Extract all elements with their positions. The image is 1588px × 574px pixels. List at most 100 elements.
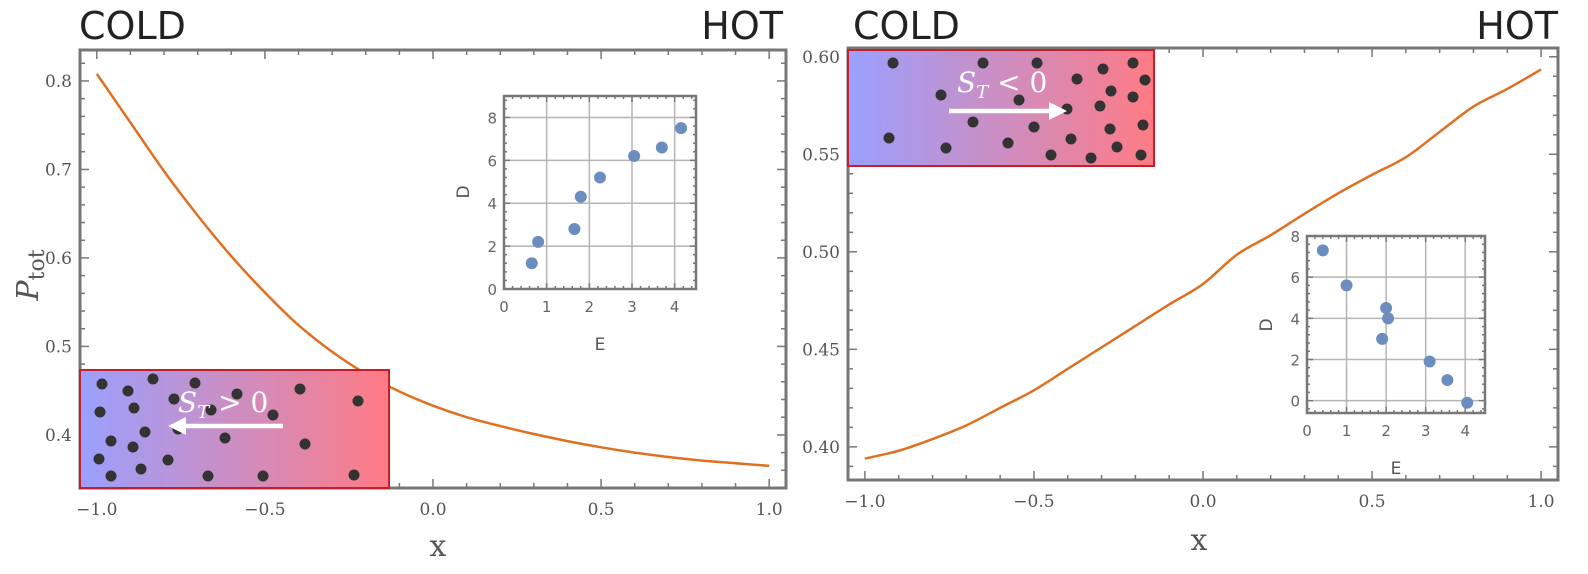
inset-x-tick-label: 0	[499, 298, 509, 316]
inset-data-point	[568, 222, 581, 235]
particle	[940, 142, 952, 154]
right-x-axis-label: x	[1191, 523, 1208, 558]
particle	[189, 377, 201, 389]
particle	[219, 432, 231, 444]
particle	[205, 404, 217, 416]
inset-x-tick-label: 4	[670, 298, 680, 316]
right-inset-y-label: D	[1257, 318, 1277, 331]
inset-data-point	[1380, 302, 1393, 315]
particle	[299, 438, 311, 450]
inset-x-tick-label: 2	[585, 298, 595, 316]
particle	[1137, 119, 1149, 131]
inset-data-point	[1441, 374, 1454, 387]
particle	[1065, 133, 1077, 145]
inset-data-point	[1423, 355, 1436, 368]
y-tick-label: 0.45	[802, 340, 840, 360]
particle	[257, 470, 269, 482]
particle	[105, 435, 117, 447]
right-plot-frame	[846, 46, 1560, 482]
inset-y-tick-label: 4	[1290, 310, 1300, 328]
particle	[1094, 100, 1106, 112]
particle	[147, 373, 159, 385]
particle	[127, 441, 139, 453]
left-inset-frame	[502, 94, 698, 291]
inset-data-point	[655, 141, 668, 154]
particle	[1127, 57, 1139, 69]
particle	[1013, 94, 1025, 106]
particle	[887, 57, 899, 69]
inset-x-tick-label: 3	[627, 298, 637, 316]
right-series-line	[864, 68, 1542, 460]
particle	[352, 395, 364, 407]
y-tick-label: 0.55	[802, 145, 840, 165]
right-thermal-box: ST < 0	[847, 49, 1155, 167]
right-inset: 0 1 2 3 4 0 2 4 6 8 E D	[1257, 228, 1487, 479]
inset-x-tick-label: 4	[1460, 422, 1470, 440]
inset-data-point	[1382, 312, 1395, 325]
inset-x-tick-label: 1	[1342, 422, 1352, 440]
particle	[1105, 85, 1117, 97]
left-thermal-box: ST > 0	[79, 369, 390, 489]
particle	[96, 378, 108, 390]
particle	[294, 383, 306, 395]
inset-data-point	[675, 122, 688, 135]
inset-y-tick-label: 2	[487, 238, 497, 256]
particle	[1097, 63, 1109, 75]
right-inset-x-tick-labels: 0 1 2 3 4	[1302, 422, 1470, 440]
inset-data-point	[525, 257, 538, 270]
y-tick-label: 0.60	[802, 48, 840, 68]
particle	[168, 393, 180, 405]
particle	[1045, 149, 1057, 161]
x-tick-label: 1.0	[1528, 492, 1555, 512]
right-panel: COLD HOT −1.0 −0.5 0.0 0.5 1.0 0.400.450.500…	[802, 4, 1560, 558]
left-x-tick-labels: −1.0 −0.5 0.0 0.5 1.0	[76, 500, 783, 520]
left-x-axis-label: x	[430, 529, 447, 564]
right-x-tick-labels: −1.0 −0.5 0.0 0.5 1.0	[844, 492, 1554, 512]
left-inset-y-label: D	[454, 185, 474, 198]
inset-y-tick-label: 0	[487, 281, 497, 299]
x-tick-label: 0.0	[1189, 492, 1216, 512]
inset-y-tick-label: 8	[1290, 228, 1300, 246]
inset-y-tick-label: 2	[1290, 351, 1300, 369]
particle	[135, 463, 147, 475]
left-plot-frame	[78, 48, 788, 490]
particle	[105, 470, 117, 482]
inset-data-point	[1340, 279, 1353, 292]
left-series-line	[95, 73, 770, 468]
inset-y-tick-label: 8	[487, 109, 497, 127]
x-tick-label: −1.0	[76, 500, 117, 520]
particle	[128, 402, 140, 414]
particle	[967, 116, 979, 128]
right-inset-bg	[1307, 236, 1485, 413]
left-particles	[93, 373, 364, 482]
left-inset-bg	[504, 96, 696, 289]
particle	[883, 132, 895, 144]
left-y-axis-label: Ptot	[11, 249, 50, 301]
left-inset-y-tick-labels: 0 2 4 6 8	[487, 109, 497, 299]
particle	[231, 388, 243, 400]
particle	[1111, 141, 1123, 153]
particle	[267, 409, 279, 421]
particle	[202, 470, 214, 482]
left-inset-x-label: E	[595, 335, 606, 355]
inset-y-tick-label: 0	[1290, 393, 1300, 411]
particle	[93, 453, 105, 465]
inset-data-point	[594, 171, 606, 184]
inset-x-tick-label: 2	[1381, 422, 1391, 440]
inset-data-point	[1376, 332, 1389, 345]
particle	[139, 426, 151, 438]
left-y-tick-labels: 0.4 0.5 0.6 0.7 0.8	[45, 72, 72, 446]
inset-y-tick-label: 6	[1290, 269, 1300, 287]
particle	[1127, 91, 1139, 103]
x-tick-label: 0.0	[419, 500, 446, 520]
x-tick-label: −1.0	[844, 492, 885, 512]
x-tick-label: 1.0	[756, 500, 783, 520]
y-tick-label: 0.5	[45, 337, 72, 357]
particle	[1061, 103, 1073, 115]
inset-data-point	[574, 190, 587, 203]
x-tick-label: −0.5	[244, 500, 285, 520]
x-tick-label: −0.5	[1013, 492, 1054, 512]
inset-x-tick-label: 1	[542, 298, 552, 316]
inset-data-point	[1316, 244, 1329, 257]
